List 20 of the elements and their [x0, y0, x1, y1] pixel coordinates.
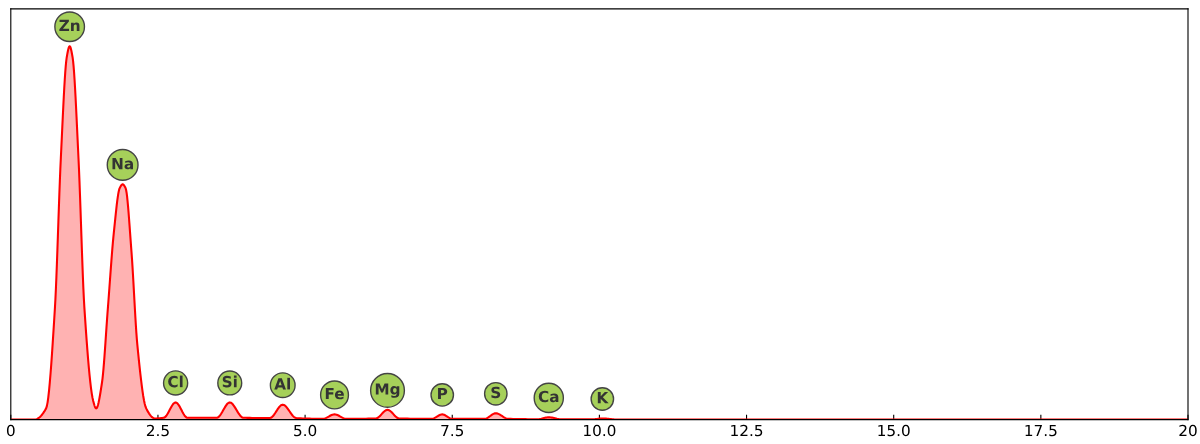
- annotation: Fe: [325, 387, 344, 400]
- annotation: Cl: [168, 375, 183, 388]
- x-tick-label: 12.5: [731, 424, 763, 437]
- x-tick-label: 17.5: [1025, 424, 1057, 437]
- annotation: P: [438, 387, 448, 400]
- x-tick-label: 5.0: [294, 424, 317, 437]
- x-tick-label: 2.5: [146, 424, 169, 437]
- annotation: Mg: [375, 383, 400, 398]
- x-tick-label: 20: [1179, 424, 1197, 437]
- x-tick-label: 7.5: [441, 424, 464, 437]
- x-tick-label: 10.0: [584, 424, 616, 437]
- annotation: Al: [274, 377, 290, 390]
- x-tick-label: 15.0: [878, 424, 910, 437]
- annotation: S: [491, 386, 501, 399]
- annotation: Na: [112, 157, 133, 170]
- annotation: Si: [222, 375, 237, 388]
- annotation: K: [597, 392, 609, 404]
- x-tick-label: 0: [6, 424, 15, 437]
- annotation: Zn: [59, 19, 80, 31]
- annotation: Ca: [538, 390, 559, 403]
